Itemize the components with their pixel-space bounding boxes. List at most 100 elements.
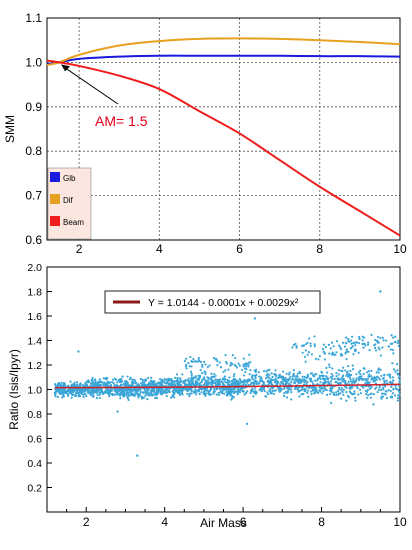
scatter-point [92,384,95,387]
scatter-point [181,393,184,396]
scatter-point [107,384,110,388]
scatter-point [276,380,279,383]
scatter-point [54,395,57,398]
scatter-point [232,391,235,395]
scatter-point [274,369,277,372]
y-tick-label: 0.6 [25,233,42,247]
scatter-point [380,397,383,400]
scatter-point [316,382,319,386]
series-line-glb [46,54,401,66]
scatter-point [385,379,388,382]
scatter-point [391,348,395,352]
scatter-point [73,384,76,387]
scatter-point [225,362,228,365]
scatter-point [253,369,256,372]
scatter-point [372,378,375,381]
scatter-point [285,381,289,384]
scatter-point [327,343,330,346]
scatter-point [172,387,176,390]
scatter-point [201,363,204,367]
scatter-point [255,391,258,394]
x-tick-label: 10 [393,515,407,529]
scatter-point [298,380,301,383]
scatter-point [164,378,167,381]
scatter-point [190,378,193,381]
scatter-point [386,373,389,376]
scatter-point [365,392,368,396]
scatter-point [244,365,247,368]
plot-frame [46,17,401,241]
scatter-point [197,356,200,360]
scatter-point [301,378,304,381]
scatter-point [92,394,95,397]
scatter-point [69,391,72,395]
scatter-point [183,384,187,387]
scatter-point [398,380,401,384]
scatter-point [136,384,140,387]
scatter-point [313,345,316,348]
scatter-point [309,344,312,348]
scatter-point [236,391,239,394]
scatter-point [322,382,325,385]
scatter-point [170,378,173,381]
scatter-point [179,380,182,384]
scatter-point [83,384,86,388]
y-tick-label: 1.0 [27,385,42,397]
scatter-point [380,395,383,398]
scatter-point [366,377,369,381]
scatter-point [126,383,130,386]
legend-swatch-glb [50,172,60,182]
scatter-point [92,391,96,394]
scatter-point [274,375,278,378]
scatter-point [274,373,278,376]
scatter-point [394,387,398,390]
scatter-point [229,393,232,396]
scatter-point [216,360,219,363]
scatter-point [159,384,163,387]
scatter-point [272,392,276,396]
scatter-point [194,360,197,363]
scatter-point [128,384,132,387]
scatter-point [234,364,237,368]
scatter-point [117,390,120,393]
scatter-point [304,349,307,352]
scatter-point [224,360,228,364]
scatter-point [290,390,293,394]
scatter-point [196,377,199,381]
scatter-point [167,383,170,386]
scatter-point [54,383,57,386]
scatter-point [219,366,223,369]
scatter-point [251,377,254,381]
scatter-point [379,336,382,340]
scatter-point [381,392,384,395]
scatter-point [141,390,144,394]
scatter-point [317,358,320,361]
scatter-point [369,387,372,390]
scatter-point [390,385,393,388]
scatter-point [359,388,362,391]
scatter-point [281,382,284,385]
scatter-point [186,389,190,393]
scatter-point [206,389,209,392]
scatter-point [376,390,379,394]
scatter-point [288,383,292,386]
scatter-point [167,389,170,392]
scatter-point [277,388,281,391]
scatter-point [350,339,353,342]
scatter-point [194,390,197,394]
scatter-point [345,373,348,376]
scatter-point [141,396,144,399]
legend-swatch-beam [50,216,60,226]
scatter-point [203,383,206,386]
scatter-point [367,375,370,378]
scatter-point [335,340,339,343]
scatter-point [147,376,150,380]
scatter-point [372,393,375,396]
scatter-point [398,376,401,379]
scatter-point [388,373,391,376]
scatter-point [367,393,370,397]
scatter-point [313,389,317,392]
y-tick-label: 0.7 [25,189,42,203]
scatter-point [353,381,356,385]
scatter-point [153,389,156,392]
